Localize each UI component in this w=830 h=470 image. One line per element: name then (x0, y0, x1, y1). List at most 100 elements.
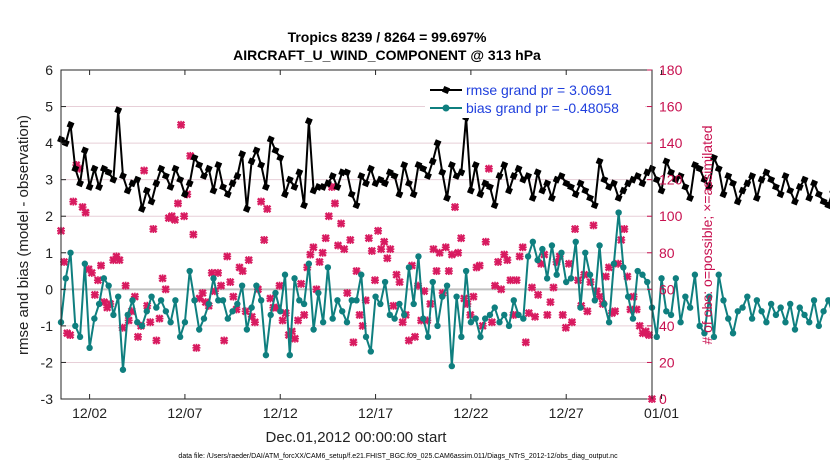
bias-point (558, 249, 565, 256)
obs-marker (386, 245, 395, 254)
obs-marker (300, 310, 309, 319)
obs-marker (223, 252, 232, 261)
obs-marker (226, 277, 235, 287)
rmse-point (514, 164, 523, 173)
bias-point (710, 333, 718, 341)
rmse-point (147, 197, 156, 206)
bias-point (210, 275, 217, 282)
bias-point (658, 275, 665, 282)
obs-marker (457, 234, 466, 243)
obs-marker (349, 338, 358, 347)
obs-marker (410, 332, 420, 341)
rmse-point (571, 190, 580, 199)
rmse-point (433, 139, 442, 148)
rmse-point (719, 190, 728, 199)
obs-marker (564, 259, 573, 268)
bias-point (229, 308, 236, 315)
bias-point (415, 253, 422, 260)
obs-marker (81, 208, 90, 217)
rmse-point (352, 201, 361, 210)
rmse-point (395, 190, 404, 199)
bias-point (577, 304, 584, 311)
obs-marker (589, 221, 598, 230)
obs-marker (490, 281, 500, 290)
obs-marker (435, 248, 444, 257)
bias-point (243, 326, 251, 333)
obs-marker (475, 261, 484, 270)
bias-point (467, 319, 475, 326)
bias-point (291, 275, 298, 282)
obs-marker (229, 292, 238, 301)
obs-marker (250, 318, 259, 327)
bias-point (138, 322, 146, 330)
rmse-point (300, 201, 308, 210)
rmse-point (590, 201, 599, 210)
bias-point (181, 319, 189, 326)
obs-marker (494, 257, 503, 266)
bias-point (777, 304, 784, 311)
bias-point (362, 333, 370, 341)
y-tick-label: -2 (41, 354, 54, 370)
rmse-point (138, 204, 146, 213)
bias-point (725, 315, 732, 322)
rmse-point (180, 190, 189, 199)
rmse-point (686, 194, 695, 202)
bias-point (400, 311, 408, 319)
obs-marker (87, 268, 96, 277)
obs-marker (515, 252, 524, 261)
rmse-point (157, 164, 166, 173)
obs-marker (170, 215, 179, 224)
bias-point (100, 275, 108, 282)
rmse-point (738, 186, 747, 195)
rmse-point (252, 146, 261, 155)
rmse-point (690, 161, 699, 169)
rmse-point (471, 161, 480, 169)
rmse-point (567, 183, 575, 191)
bias-point (224, 315, 232, 322)
rmse-point (676, 172, 685, 180)
rmse-point (223, 190, 232, 199)
bias-point (234, 300, 241, 308)
obs-marker (392, 270, 401, 279)
rmse-point (476, 190, 485, 199)
bias-point (186, 267, 193, 275)
bias-point (529, 238, 537, 246)
rmse-point (366, 164, 375, 173)
obs-marker (180, 212, 189, 221)
obs-marker (454, 248, 463, 257)
rmse-point (438, 168, 447, 177)
obs-marker (346, 235, 355, 245)
rmse-point (219, 183, 227, 191)
obs-marker (343, 288, 352, 298)
bias-point (734, 308, 741, 315)
bias-point (143, 308, 150, 315)
obs-marker (318, 248, 327, 257)
bias-point (677, 319, 684, 326)
bias-point (286, 351, 293, 359)
rmse-point (385, 168, 394, 177)
obs-marker (380, 237, 389, 246)
rmse-point (776, 190, 785, 199)
bias-point (601, 300, 608, 308)
rmse-point (333, 183, 342, 191)
bias-point (796, 304, 803, 311)
rmse-point (486, 183, 494, 191)
bias-point (663, 308, 670, 315)
rmse-point (328, 172, 337, 180)
rmse-point (490, 201, 499, 210)
bias-point (820, 308, 827, 315)
bias-point (572, 238, 579, 246)
rmse-point (166, 183, 175, 191)
bias-point (105, 282, 112, 289)
bias-point (510, 297, 517, 304)
obs-marker (395, 277, 404, 287)
rmse-point (381, 179, 390, 188)
obs-marker (146, 318, 155, 327)
bias-point (801, 311, 808, 319)
rmse-point (161, 172, 170, 180)
rmse-point (466, 186, 475, 195)
bias-point (596, 242, 603, 249)
x-tick-label: 12/22 (453, 405, 488, 421)
rmse-point (185, 179, 194, 188)
bias-point (791, 326, 799, 333)
